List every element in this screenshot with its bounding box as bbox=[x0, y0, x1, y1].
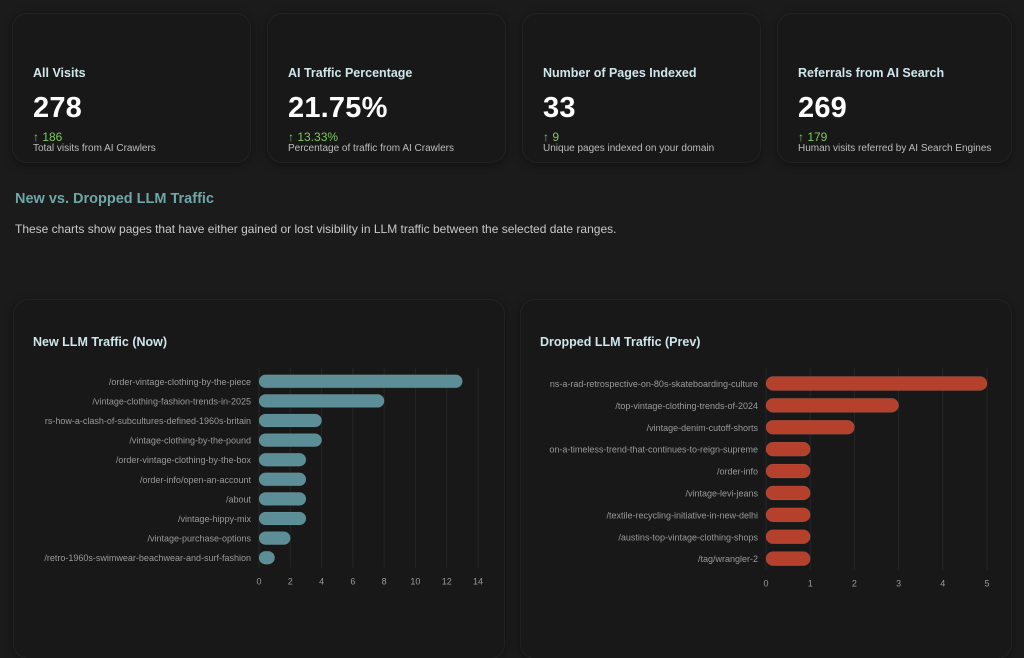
bar[interactable] bbox=[765, 376, 988, 391]
dropped-llm-traffic-chart-card: Dropped LLM Traffic (Prev) ns-a-rad-retr… bbox=[521, 300, 1011, 658]
bar[interactable] bbox=[765, 507, 811, 523]
category-label: on-a-timeless-trend-that-continues-to-re… bbox=[549, 445, 758, 455]
category-label: /order-info bbox=[717, 467, 758, 477]
category-label: /vintage-purchase-options bbox=[147, 534, 251, 544]
bar[interactable] bbox=[765, 485, 811, 501]
category-label: ns-a-rad-retrospective-on-80s-skateboard… bbox=[550, 379, 758, 389]
new-llm-traffic-chart: /order-vintage-clothing-by-the-piece/vin… bbox=[44, 367, 483, 587]
x-tick-label: 2 bbox=[852, 579, 857, 589]
category-label: /order-vintage-clothing-by-the-box bbox=[116, 455, 252, 465]
metric-value: 33 bbox=[543, 92, 576, 124]
x-tick-label: 10 bbox=[410, 577, 420, 587]
metric-title: AI Traffic Percentage bbox=[288, 66, 413, 80]
category-label: /vintage-clothing-by-the-pound bbox=[129, 436, 251, 446]
category-label: /order-info/open-an-account bbox=[140, 475, 252, 485]
metric-delta: ↑ 9 bbox=[543, 130, 560, 144]
bar[interactable] bbox=[258, 472, 307, 487]
category-label: /vintage-clothing-fashion-trends-in-2025 bbox=[92, 396, 251, 406]
metric-description: Percentage of traffic from AI Crawlers bbox=[288, 143, 454, 154]
category-label: /top-vintage-clothing-trends-of-2024 bbox=[615, 401, 758, 411]
bar[interactable] bbox=[765, 398, 899, 413]
metric-title: Number of Pages Indexed bbox=[543, 66, 697, 80]
bar[interactable] bbox=[258, 492, 307, 506]
x-tick-label: 3 bbox=[896, 579, 901, 589]
x-tick-label: 14 bbox=[473, 577, 483, 587]
x-tick-label: 1 bbox=[808, 579, 813, 589]
metric-card-ai-search-referrals: Referrals from AI Search 269 ↑ 179 Human… bbox=[778, 14, 1011, 162]
bar[interactable] bbox=[258, 550, 275, 565]
bar[interactable] bbox=[765, 551, 811, 566]
category-label: /about bbox=[226, 494, 252, 504]
metric-description: Total visits from AI Crawlers bbox=[33, 143, 156, 154]
metric-title: Referrals from AI Search bbox=[798, 66, 945, 80]
chart-title: New LLM Traffic (Now) bbox=[33, 335, 168, 349]
metric-delta: ↑ 13.33% bbox=[288, 130, 339, 144]
metric-value: 278 bbox=[33, 92, 82, 124]
section-description: These charts show pages that have either… bbox=[15, 222, 617, 236]
bar[interactable] bbox=[258, 452, 307, 467]
new-llm-traffic-chart-card: New LLM Traffic (Now) /order-vintage-clo… bbox=[14, 300, 504, 658]
bar[interactable] bbox=[765, 441, 811, 457]
bar[interactable] bbox=[258, 433, 322, 447]
bar[interactable] bbox=[258, 413, 322, 428]
bar[interactable] bbox=[765, 529, 811, 545]
x-tick-label: 6 bbox=[350, 577, 355, 587]
x-tick-label: 2 bbox=[288, 577, 293, 587]
metric-value: 269 bbox=[798, 92, 847, 124]
category-label: /vintage-hippy-mix bbox=[178, 514, 252, 524]
x-tick-label: 0 bbox=[256, 577, 261, 587]
x-tick-label: 4 bbox=[940, 579, 945, 589]
metric-delta: ↑ 179 bbox=[798, 130, 828, 144]
category-label: /tag/wrangler-2 bbox=[698, 554, 758, 564]
category-label: /textile-recycling-initiative-in-new-del… bbox=[606, 510, 758, 520]
metric-description: Unique pages indexed on your domain bbox=[543, 143, 715, 154]
dropped-llm-traffic-chart: ns-a-rad-retrospective-on-80s-skateboard… bbox=[549, 368, 990, 589]
category-label: rs-how-a-clash-of-subcultures-defined-19… bbox=[45, 416, 251, 426]
metric-value: 21.75% bbox=[288, 92, 388, 124]
x-tick-label: 8 bbox=[382, 577, 387, 587]
x-tick-label: 4 bbox=[319, 577, 324, 587]
metric-card-ai-traffic-percentage: AI Traffic Percentage 21.75% ↑ 13.33% Pe… bbox=[268, 14, 505, 162]
metric-delta: ↑ 186 bbox=[33, 130, 63, 144]
category-label: /austins-top-vintage-clothing-shops bbox=[618, 532, 758, 542]
chart-title: Dropped LLM Traffic (Prev) bbox=[540, 335, 701, 349]
bar[interactable] bbox=[258, 531, 291, 545]
x-tick-label: 0 bbox=[763, 579, 768, 589]
bar[interactable] bbox=[765, 419, 855, 435]
bar[interactable] bbox=[258, 374, 463, 389]
metric-card-all-visits: All Visits 278 ↑ 186 Total visits from A… bbox=[13, 14, 250, 162]
bar[interactable] bbox=[258, 394, 385, 408]
category-label: /retro-1960s-swimwear-beachwear-and-surf… bbox=[44, 553, 251, 563]
category-label: /vintage-levi-jeans bbox=[685, 488, 758, 498]
metric-card-pages-indexed: Number of Pages Indexed 33 ↑ 9 Unique pa… bbox=[523, 14, 760, 162]
metric-title: All Visits bbox=[33, 66, 86, 80]
bar[interactable] bbox=[258, 511, 307, 526]
x-tick-label: 12 bbox=[442, 577, 452, 587]
bar[interactable] bbox=[765, 463, 811, 479]
metric-description: Human visits referred by AI Search Engin… bbox=[798, 143, 992, 154]
category-label: /order-vintage-clothing-by-the-piece bbox=[109, 377, 251, 387]
section-title: New vs. Dropped LLM Traffic bbox=[15, 191, 214, 207]
x-tick-label: 5 bbox=[984, 579, 989, 589]
category-label: /vintage-denim-cutoff-shorts bbox=[647, 423, 759, 433]
